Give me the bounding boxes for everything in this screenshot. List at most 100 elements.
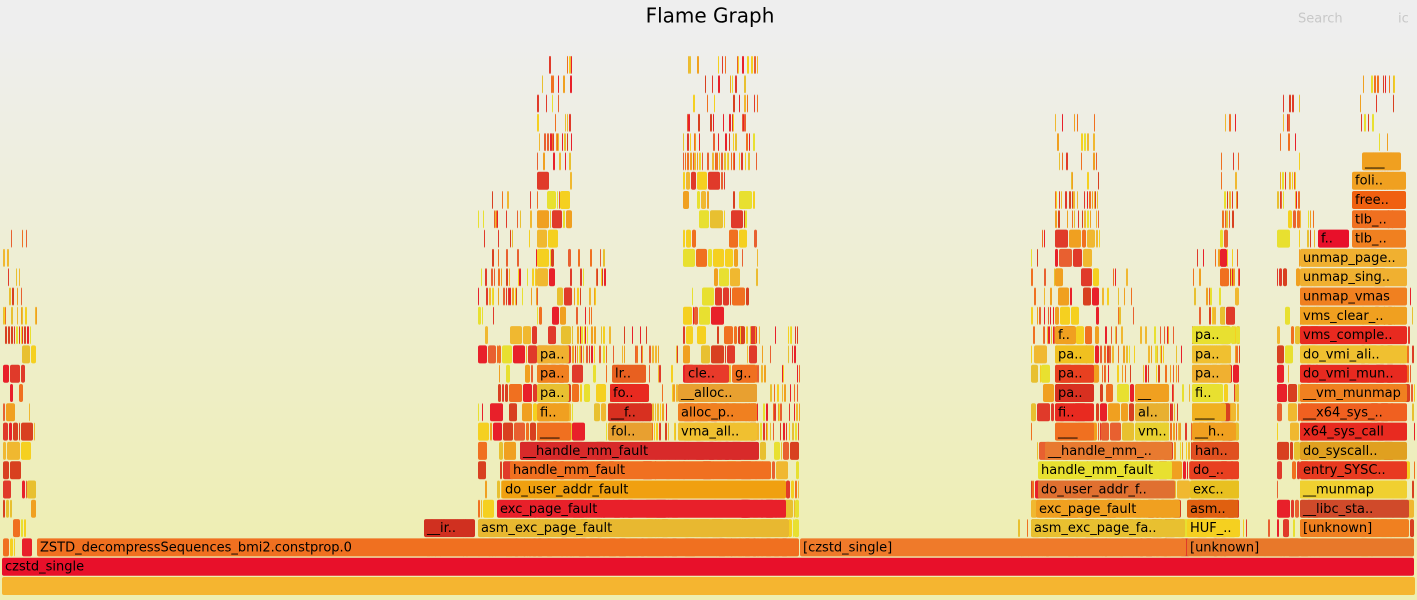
- frame[interactable]: [1092, 191, 1093, 209]
- frame[interactable]: [1087, 191, 1088, 209]
- frame[interactable]: [1051, 403, 1054, 422]
- frame[interactable]: [583, 345, 584, 364]
- frame[interactable]: [506, 248, 508, 267]
- frame[interactable]: [21, 326, 22, 345]
- frame[interactable]: [601, 403, 606, 422]
- frame[interactable]: [1055, 268, 1063, 287]
- frame[interactable]: [576, 306, 578, 325]
- frame[interactable]: [783, 441, 789, 460]
- frame[interactable]: [1410, 364, 1411, 383]
- frame[interactable]: [649, 364, 650, 383]
- frame[interactable]: [17, 287, 18, 306]
- frame[interactable]: [676, 384, 678, 402]
- frame[interactable]: [1107, 287, 1109, 306]
- frame[interactable]: [1143, 364, 1144, 383]
- frame[interactable]: [1096, 229, 1098, 248]
- frame[interactable]: [1182, 384, 1184, 402]
- frame[interactable]: [486, 287, 488, 306]
- frame[interactable]: [1294, 171, 1295, 190]
- frame[interactable]: [1407, 345, 1409, 364]
- frame[interactable]: [481, 268, 482, 287]
- frame[interactable]: [733, 113, 734, 132]
- frame-box[interactable]: [424, 519, 475, 538]
- frame[interactable]: [558, 94, 559, 113]
- frame[interactable]: [510, 229, 511, 248]
- frame[interactable]: [1117, 384, 1129, 402]
- frame[interactable]: [550, 133, 551, 152]
- frame[interactable]: [761, 364, 763, 383]
- frame[interactable]: [518, 268, 519, 287]
- frame[interactable]: [695, 133, 696, 152]
- frame[interactable]: [1232, 248, 1233, 267]
- frame[interactable]: [683, 326, 685, 345]
- frame[interactable]: [22, 306, 23, 325]
- frame[interactable]: [1043, 384, 1054, 402]
- frame[interactable]: [772, 461, 775, 480]
- frame[interactable]: [713, 248, 724, 267]
- frame[interactable]: [794, 403, 795, 422]
- frame[interactable]: [777, 384, 779, 402]
- frame[interactable]: [732, 287, 745, 306]
- frame-box[interactable]: [1300, 403, 1407, 422]
- frame[interactable]: [733, 152, 734, 171]
- frame[interactable]: [1071, 306, 1079, 325]
- frame[interactable]: [728, 152, 729, 171]
- frame[interactable]: [10, 538, 13, 557]
- frame[interactable]: [718, 75, 720, 94]
- frame[interactable]: [725, 55, 726, 74]
- frame[interactable]: [1040, 364, 1041, 383]
- frame[interactable]: [636, 345, 638, 364]
- frame[interactable]: [1220, 229, 1223, 248]
- frame[interactable]: [537, 152, 538, 171]
- frame[interactable]: [1383, 75, 1384, 94]
- frame[interactable]: [1085, 326, 1092, 345]
- frame[interactable]: [1289, 171, 1290, 190]
- frame[interactable]: [799, 403, 800, 422]
- frame[interactable]: handle_mm_fault: [1038, 461, 1172, 480]
- frame[interactable]: __vm_munmap: [1300, 384, 1407, 402]
- frame[interactable]: [683, 345, 690, 364]
- frame[interactable]: [688, 55, 689, 74]
- frame[interactable]: [683, 248, 695, 267]
- frame[interactable]: [3, 248, 5, 267]
- frame[interactable]: [1055, 248, 1058, 267]
- frame-box[interactable]: [608, 403, 652, 422]
- frame[interactable]: [1235, 345, 1236, 364]
- frame[interactable]: [1061, 191, 1062, 209]
- frame[interactable]: [1229, 113, 1231, 132]
- frame[interactable]: [1231, 268, 1232, 287]
- frame[interactable]: [649, 345, 651, 364]
- frame[interactable]: [795, 480, 797, 499]
- frame[interactable]: [1118, 345, 1119, 364]
- frame[interactable]: [1285, 345, 1293, 364]
- frame[interactable]: [572, 326, 573, 345]
- frame[interactable]: [1282, 171, 1284, 190]
- frame[interactable]: [1277, 364, 1284, 383]
- frame[interactable]: [727, 152, 728, 171]
- frame[interactable]: [640, 326, 641, 345]
- frame-box[interactable]: [537, 422, 571, 441]
- frame[interactable]: [591, 345, 593, 364]
- frame[interactable]: [1292, 461, 1296, 480]
- frame[interactable]: [690, 133, 691, 152]
- frame[interactable]: [19, 384, 23, 402]
- frame[interactable]: [693, 94, 695, 113]
- frame[interactable]: [537, 94, 539, 113]
- frame[interactable]: [751, 55, 753, 74]
- frame[interactable]: [1389, 75, 1390, 94]
- frame[interactable]: [713, 133, 715, 152]
- frame[interactable]: __ir..: [424, 519, 475, 538]
- frame[interactable]: [1043, 326, 1044, 345]
- frame[interactable]: [551, 248, 554, 267]
- frame[interactable]: [1170, 422, 1172, 441]
- frame[interactable]: [1295, 171, 1296, 190]
- frame[interactable]: [10, 461, 21, 480]
- frame[interactable]: [686, 229, 691, 248]
- frame[interactable]: [537, 171, 549, 190]
- frame[interactable]: g..: [732, 364, 756, 383]
- frame-box[interactable]: [1300, 499, 1409, 518]
- frame[interactable]: [705, 75, 706, 94]
- frame[interactable]: [553, 133, 554, 152]
- frame[interactable]: [533, 403, 537, 422]
- frame[interactable]: [1231, 403, 1236, 422]
